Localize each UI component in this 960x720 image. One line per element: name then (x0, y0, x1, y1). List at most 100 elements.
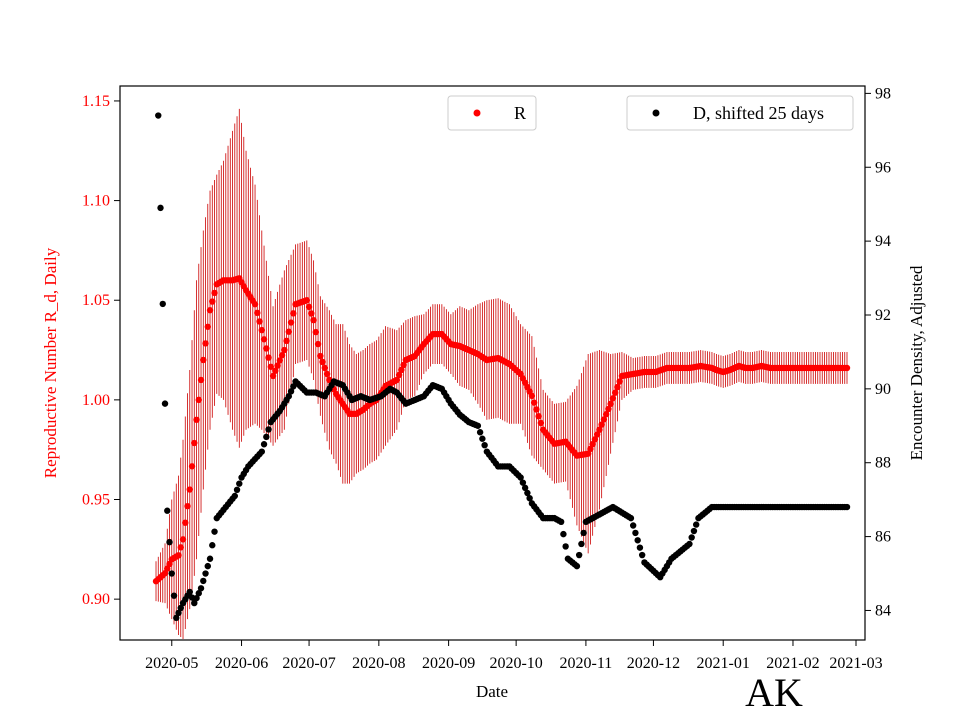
d-point (258, 448, 265, 455)
d-point (688, 534, 695, 541)
d-point (197, 585, 205, 592)
x-tick-label: 2020-08 (352, 655, 405, 672)
left-tick-label: 1.00 (82, 392, 110, 409)
r-point (177, 544, 184, 551)
d-point (173, 614, 180, 622)
d-point (206, 555, 214, 562)
r-point (596, 426, 603, 433)
r-point (281, 346, 288, 354)
r-point (188, 463, 196, 470)
x-axis-label: Date (476, 682, 508, 701)
r-point (607, 400, 614, 408)
r-point (175, 552, 182, 559)
r-point (186, 486, 193, 493)
d-point (285, 393, 293, 400)
r-point (308, 310, 315, 317)
d-point (202, 570, 209, 577)
d-point (204, 562, 211, 570)
r-point (843, 364, 851, 372)
legend-r-label: R (514, 103, 526, 123)
d-point (517, 474, 524, 481)
r-point (197, 376, 205, 384)
d-point (479, 435, 486, 442)
d-point (636, 544, 644, 551)
r-point (591, 436, 599, 443)
d-point (155, 112, 162, 119)
r-point (314, 340, 322, 348)
d-point (170, 592, 178, 599)
x-tick-label: 2020-09 (422, 655, 475, 672)
r-point (600, 416, 608, 423)
r-point (616, 378, 623, 385)
r-point (269, 372, 277, 380)
r-point (400, 361, 407, 369)
r-point (193, 416, 200, 423)
r-point (319, 358, 326, 366)
d-point (209, 542, 216, 549)
r-point (209, 298, 216, 305)
x-tick-label: 2021-02 (766, 655, 819, 672)
d-point (692, 521, 700, 528)
d-point (526, 494, 533, 502)
d-point (843, 503, 851, 511)
right-tick-label: 88 (875, 455, 891, 472)
r-point (398, 366, 405, 374)
x-tick-label: 2021-01 (697, 655, 750, 672)
r-point (303, 297, 311, 304)
left-tick-label: 1.10 (82, 193, 110, 210)
d-point (175, 609, 182, 617)
r-point (260, 336, 268, 343)
d-point (200, 577, 207, 585)
r-point (310, 316, 317, 324)
d-point (476, 429, 484, 436)
d-point (157, 204, 164, 212)
d-point (562, 543, 569, 550)
legend-r-box (447, 95, 537, 131)
r-point (211, 289, 218, 297)
d-point (573, 562, 581, 570)
d-point (638, 551, 646, 559)
right-tick-label: 84 (875, 602, 891, 619)
d-point (193, 594, 200, 602)
r-point (312, 328, 320, 336)
r-point (535, 413, 542, 420)
left-tick-label: 1.15 (82, 93, 110, 110)
r-point (274, 362, 281, 369)
right-tick-label: 92 (875, 307, 891, 324)
d-point (560, 530, 567, 538)
right-tick-label: 86 (875, 529, 891, 546)
r-point (283, 337, 290, 345)
r-point (256, 318, 263, 325)
d-point (632, 529, 639, 537)
r-point (605, 405, 612, 413)
r-point (265, 354, 272, 361)
right-tick-label: 98 (875, 85, 891, 102)
d-point (166, 538, 173, 546)
r-point (254, 309, 261, 317)
r-point (290, 310, 297, 317)
d-point (177, 604, 184, 612)
left-tick-label: 0.90 (82, 591, 110, 608)
d-point (191, 599, 198, 607)
d-series-points (155, 112, 851, 622)
legend-r-marker (473, 109, 481, 117)
r-point (206, 306, 214, 314)
legend-d: D, shifted 25 days (626, 95, 854, 131)
r-point (195, 396, 202, 404)
d-point (481, 441, 488, 449)
r-point (272, 367, 279, 374)
d-point (474, 422, 482, 429)
r-point (587, 445, 594, 453)
x-tick-label: 2020-06 (215, 655, 268, 672)
r-series-points (152, 275, 851, 585)
r-point (614, 383, 621, 391)
r-point (584, 450, 592, 457)
legend-r: R (447, 95, 537, 131)
d-point (686, 540, 693, 548)
r-point (251, 301, 259, 308)
r-point (204, 323, 211, 330)
d-point (690, 527, 698, 535)
x-tick-label: 2020-07 (282, 655, 335, 672)
d-point (263, 433, 270, 441)
